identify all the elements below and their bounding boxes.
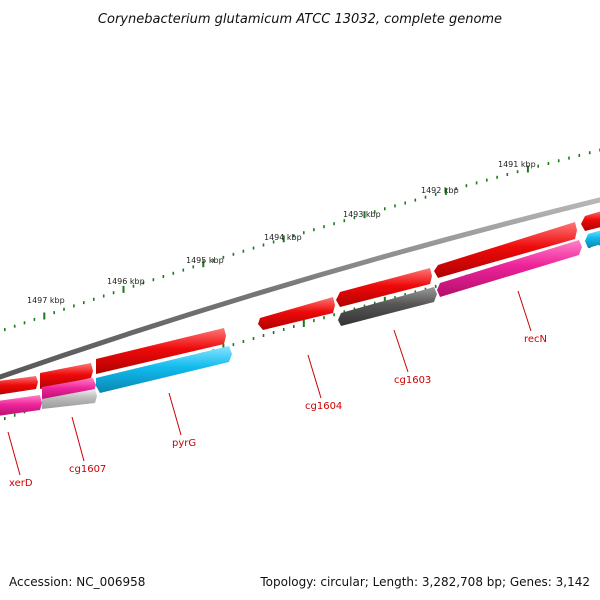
accession-text: Accession: NC_006958 bbox=[9, 575, 145, 589]
gene-label-cg1604: cg1604 bbox=[305, 401, 342, 412]
gene-track-inner bbox=[0, 229, 600, 417]
gene-arrow[interactable] bbox=[581, 210, 600, 231]
kbp-label: 1493 kbp bbox=[343, 210, 381, 219]
chromosome-backbone bbox=[0, 197, 600, 380]
gene-arrow[interactable] bbox=[0, 395, 42, 417]
gene-arrow[interactable] bbox=[96, 328, 226, 374]
gene-arrow[interactable] bbox=[338, 287, 437, 326]
gene-track-outer bbox=[0, 210, 600, 396]
gene-arrow[interactable] bbox=[42, 389, 97, 409]
gene-arrow[interactable] bbox=[0, 376, 38, 396]
gene-arrow[interactable] bbox=[437, 240, 582, 297]
gene-arrow[interactable] bbox=[96, 346, 232, 393]
kbp-label: 1495 kbp bbox=[186, 256, 224, 265]
gene-label-cg1603: cg1603 bbox=[394, 375, 431, 386]
gene-arrow[interactable] bbox=[42, 378, 96, 401]
gene-label-xerD: xerD bbox=[9, 478, 33, 489]
gene-label-recN: recN bbox=[524, 334, 547, 345]
genome-title: Corynebacterium glutamicum ATCC 13032, c… bbox=[98, 12, 502, 27]
kbp-label: 1497 kbp bbox=[27, 296, 65, 305]
gene-arrow[interactable] bbox=[40, 363, 93, 389]
gene-arrow[interactable] bbox=[434, 222, 577, 278]
kbp-label: 1496 kbp bbox=[107, 277, 145, 286]
label-leaders bbox=[7, 290, 532, 476]
gene-label-pyrG: pyrG bbox=[172, 438, 196, 449]
gene-arrow[interactable] bbox=[258, 297, 335, 330]
kbp-label: 1492 kbp bbox=[421, 186, 459, 195]
kbp-label: 1494 kbp bbox=[264, 233, 302, 242]
gene-label-cg1607: cg1607 bbox=[69, 464, 106, 475]
topology-text: Topology: circular; Length: 3,282,708 bp… bbox=[259, 575, 590, 589]
gene-arrow[interactable] bbox=[336, 268, 432, 307]
gene-arrow[interactable] bbox=[585, 229, 600, 248]
outer-ruler-ticks bbox=[4, 148, 600, 332]
kbp-label: 1491 kbp bbox=[498, 160, 536, 169]
